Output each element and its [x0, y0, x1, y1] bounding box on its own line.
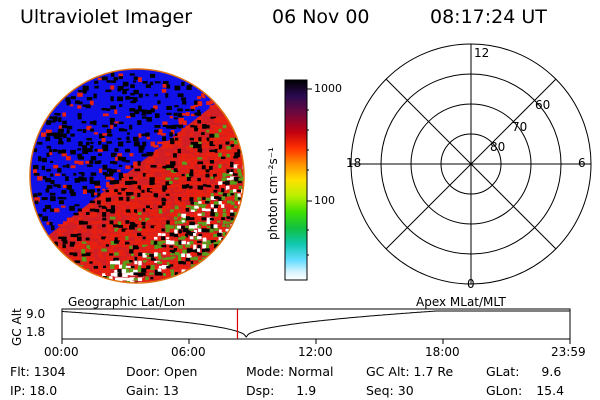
lat-label-80: 80 [490, 140, 506, 154]
date-label: 06 Nov 00 [272, 6, 370, 28]
colorbar-tick-1000: 1000 [314, 82, 342, 95]
dsp-status: Dsp: 1.9 [246, 383, 316, 398]
timeline-frame [61, 308, 571, 340]
timeline-xtick-0600: 06:00 [171, 345, 206, 359]
ip-status: IP: 18.0 [10, 383, 57, 398]
door-value: Open [164, 364, 198, 379]
gcalt-label: GC Alt: [366, 364, 410, 379]
glon-value: 15.4 [536, 383, 565, 398]
glat-value: 9.6 [541, 364, 562, 379]
timeline-xtick-1800: 18:00 [425, 345, 460, 359]
instrument-title: Ultraviolet Imager [20, 6, 193, 28]
uv-disk-image [30, 69, 244, 283]
glon-status: GLon: 15.4 [486, 383, 564, 398]
mlt-label-18: 18 [346, 156, 362, 170]
mode-label: Mode: [246, 364, 285, 379]
door-status: Door: Open [126, 364, 197, 379]
timeline-xtick-2359: 23:59 [551, 345, 586, 359]
gain-label: Gain: [126, 383, 159, 398]
timeline-ytick-1-8: 1.8 [26, 325, 46, 339]
orbit-altitude-curve [61, 310, 570, 338]
apex-caption: Apex MLat/MLT [416, 295, 506, 309]
dsp-label: Dsp: [246, 383, 275, 398]
ip-value: 18.0 [29, 383, 58, 398]
lat-label-60: 60 [535, 98, 551, 112]
timeline-xtick-1200: 12:00 [298, 345, 333, 359]
colorbar-tick-100: 100 [314, 194, 335, 207]
colorbar-gradient [284, 79, 308, 281]
polar-diagonal-2 [385, 78, 557, 250]
geographic-caption: Geographic Lat/Lon [68, 295, 186, 309]
mlt-label-6: 6 [578, 156, 586, 170]
seq-label: Seq: [366, 383, 394, 398]
dsp-value: 1.9 [296, 383, 317, 398]
seq-status: Seq: 30 [366, 383, 414, 398]
seq-value: 30 [397, 383, 414, 398]
gain-value: 13 [162, 383, 179, 398]
flight-status: Flt: 1304 [10, 364, 66, 379]
flt-value: 1304 [33, 364, 66, 379]
glat-status: GLat: 9.6 [486, 364, 561, 379]
lat-label-70: 70 [512, 120, 528, 134]
mlt-label-12: 12 [474, 46, 490, 60]
timeline-xtick-0000: 00:00 [44, 345, 79, 359]
gcalt-value: 1.7 Re [413, 364, 454, 379]
gc-alt-status: GC Alt: 1.7 Re [366, 364, 453, 379]
glat-label: GLat: [486, 364, 520, 379]
time-label: 08:17:24 UT [430, 6, 547, 28]
mlt-label-0: 0 [467, 277, 475, 291]
gain-status: Gain: 13 [126, 383, 179, 398]
mode-value: Normal [288, 364, 334, 379]
flt-label: Flt: [10, 364, 30, 379]
timeline-ytick-9: 9.0 [26, 307, 46, 321]
door-label: Door: [126, 364, 161, 379]
disk-rim [29, 68, 245, 284]
mode-status: Mode: Normal [246, 364, 334, 379]
glon-label: GLon: [486, 383, 523, 398]
ip-label: IP: [10, 383, 26, 398]
